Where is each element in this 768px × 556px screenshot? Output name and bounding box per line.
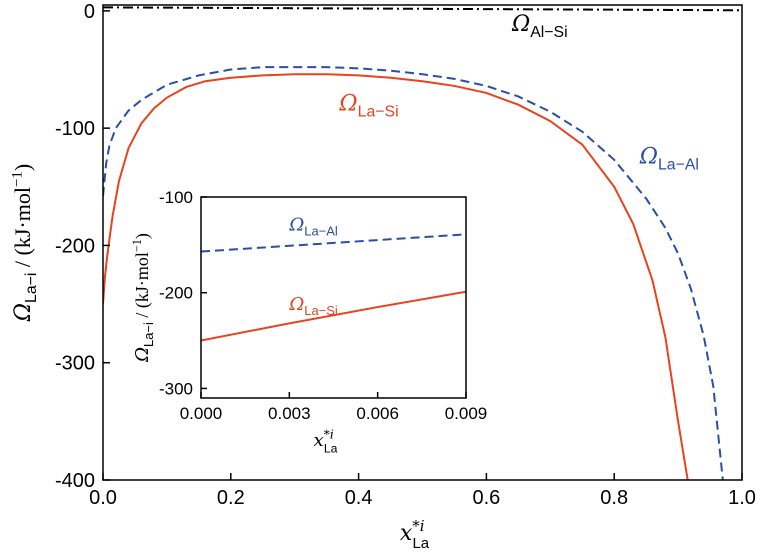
main-y-tick-label-3: -300 [55,353,95,375]
inset-y-tick-label-2: -300 [159,379,193,398]
main-y-tick-label-4: -400 [55,470,95,492]
main-x-tick-label-5: 1.0 [728,487,756,509]
inset-series-annotation-0: ΩLa−Al [288,215,338,239]
main-y-axis-label: ΩLa−i / (kJ·mol−1) [10,164,41,322]
inset-x-axis-label: x*i La [314,427,338,455]
main-x-tick-label-0: 0.0 [89,487,117,509]
inset-plot-frame [200,196,467,399]
main-y-tick-label-2: -200 [55,235,95,257]
inset-y-tick-label-0: -100 [159,188,193,207]
main-x-tick-label-3: 0.6 [472,487,500,509]
main-series-annotation-0: ΩAl−Si [511,12,568,41]
inset-x-tick-label-2: 0.006 [356,404,399,423]
main-series-annotation-2: ΩLa−Al [639,144,699,173]
inset-plot-background [201,197,466,398]
main-x-tick-label-1: 0.2 [217,487,245,509]
inset-x-tick-label-0: 0.000 [180,404,223,423]
inset-series-line-1 [201,290,466,342]
main-series-line-2 [103,73,689,480]
main-y-tick-label-1: -100 [55,118,95,140]
main-series-line-1 [103,66,724,480]
main-x-tick-label-2: 0.4 [345,487,373,509]
main-series-annotation-1: ΩLa−Si [338,92,398,121]
inset-x-tick-label-1: 0.003 [268,404,311,423]
inset-series-line-0 [201,233,466,253]
main-x-tick-label-4: 0.8 [600,487,628,509]
inset-series-annotation-1: ΩLa−Si [288,294,337,318]
main-x-axis-label: x*i La [400,517,430,552]
main-y-tick-label-0: 0 [84,1,95,23]
inset-y-axis-label: ΩLa−i / (kJ·mol−1) [130,233,156,363]
inset-y-tick-label-1: -200 [159,284,193,303]
main-series-line-0 [103,6,742,12]
main-plot-frame [102,4,743,481]
inset-x-tick-label-3: 0.009 [445,404,488,423]
inset-chart-group: 0.000 0.003 0.006 0.009 -100 -200 -300 x*i La ΩLa… [130,188,487,455]
